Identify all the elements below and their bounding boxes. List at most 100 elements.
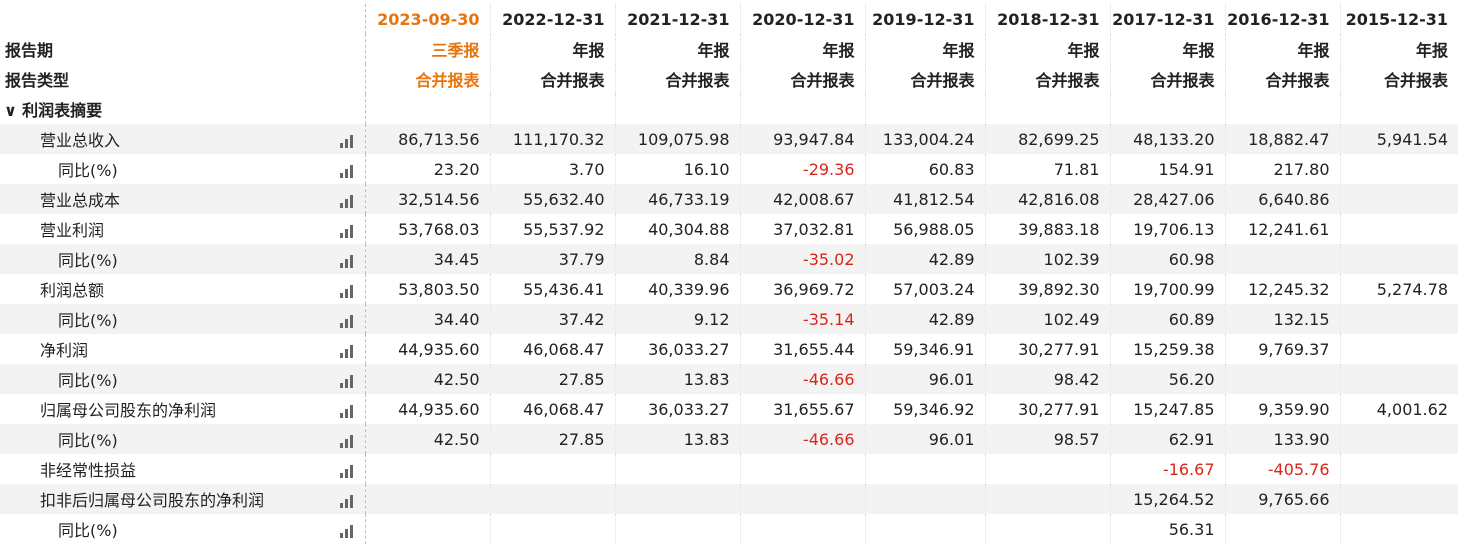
chart-button[interactable] xyxy=(339,523,355,542)
value-cell: 102.49 xyxy=(984,304,1110,334)
value-cell: 44,935.60 xyxy=(364,334,490,364)
data-row: 营业总收入 86,713.56 111,170.32 109,075.98 93,947… xyxy=(0,124,1458,154)
chart-icon[interactable] xyxy=(339,135,355,148)
table-body: ∨ 利润表摘要 营业总收入 86,713.56 111,170.32 109,075.… xyxy=(0,94,1458,544)
value-cell: -29.36 xyxy=(739,154,865,184)
empty-cell xyxy=(364,514,490,544)
value-cell: -35.14 xyxy=(739,304,865,334)
value-cell: 9,769.37 xyxy=(1224,334,1340,364)
value-cell: 56,988.05 xyxy=(864,214,985,244)
value-cell: 48,133.20 xyxy=(1109,124,1225,154)
chart-button[interactable] xyxy=(339,133,355,152)
data-row: 同比(%) 42.50 27.85 13.83 -46.66 96.01 98.42 56.2… xyxy=(0,364,1458,394)
column-header: 合并报表 xyxy=(614,64,740,94)
chart-icon[interactable] xyxy=(339,285,355,298)
column-header: 2017-12-31 xyxy=(1109,4,1225,34)
empty-cell xyxy=(489,454,615,484)
value-cell: 27.85 xyxy=(489,364,615,394)
data-row: 非经常性损益 -16.67 -405.76 xyxy=(0,454,1458,484)
chart-icon[interactable] xyxy=(339,435,355,448)
empty-cell xyxy=(1224,514,1340,544)
row-label-cell: 同比(%) xyxy=(0,154,366,184)
empty-cell xyxy=(1339,94,1458,124)
column-header: 合并报表 xyxy=(1339,64,1458,94)
data-row: 同比(%) 34.40 37.42 9.12 -35.14 42.89 102.49 60.8… xyxy=(0,304,1458,334)
row-label: 扣非后归属母公司股东的净利润 xyxy=(40,491,265,510)
chart-icon[interactable] xyxy=(339,465,355,478)
data-row: 营业总成本 32,514.56 55,632.40 46,733.19 42,008.6… xyxy=(0,184,1458,214)
chart-icon[interactable] xyxy=(339,225,355,238)
column-header: 年报 xyxy=(739,34,865,64)
empty-cell xyxy=(1224,364,1340,394)
empty-cell xyxy=(614,514,740,544)
chart-button[interactable] xyxy=(339,493,355,512)
chart-button[interactable] xyxy=(339,313,355,332)
value-cell: 57,003.24 xyxy=(864,274,985,304)
chart-icon[interactable] xyxy=(339,495,355,508)
value-cell: 28,427.06 xyxy=(1109,184,1225,214)
chart-button[interactable] xyxy=(339,253,355,272)
row-label: 营业利润 xyxy=(40,221,105,240)
chart-button[interactable] xyxy=(339,463,355,482)
chart-icon[interactable] xyxy=(339,375,355,388)
empty-cell xyxy=(1339,514,1458,544)
chart-icon[interactable] xyxy=(339,345,355,358)
empty-cell xyxy=(984,484,1110,514)
data-row: 营业利润 53,768.03 55,537.92 40,304.88 37,032.81… xyxy=(0,214,1458,244)
chart-button[interactable] xyxy=(339,193,355,212)
value-cell: -405.76 xyxy=(1224,454,1340,484)
empty-cell xyxy=(1339,454,1458,484)
chart-icon[interactable] xyxy=(339,255,355,268)
empty-cell xyxy=(739,484,865,514)
chevron[interactable]: ∨ xyxy=(4,101,17,120)
value-cell: 8.84 xyxy=(614,244,740,274)
chart-button[interactable] xyxy=(339,403,355,422)
chart-icon[interactable] xyxy=(339,195,355,208)
data-row: 同比(%) 56.31 xyxy=(0,514,1458,544)
chart-button[interactable] xyxy=(339,343,355,362)
value-cell: 60.98 xyxy=(1109,244,1225,274)
value-cell: 40,304.88 xyxy=(614,214,740,244)
row-label: 利润总额 xyxy=(40,281,105,300)
column-header: 合并报表 xyxy=(1109,64,1225,94)
value-cell: 13.83 xyxy=(614,424,740,454)
chart-icon[interactable] xyxy=(339,165,355,178)
row-label: 同比(%) xyxy=(58,431,118,450)
value-cell: 19,706.13 xyxy=(1109,214,1225,244)
data-row: 利润总额 53,803.50 55,436.41 40,339.96 36,969.72… xyxy=(0,274,1458,304)
chart-button[interactable] xyxy=(339,223,355,242)
value-cell: 9,765.66 xyxy=(1224,484,1340,514)
chart-icon[interactable] xyxy=(339,315,355,328)
empty-cell xyxy=(1339,484,1458,514)
section-title: 利润表摘要 xyxy=(22,101,103,120)
chart-button[interactable] xyxy=(339,373,355,392)
table-header: 2023-09-30 2022-12-31 2021-12-31 2020-12-31… xyxy=(0,4,1458,94)
chart-button[interactable] xyxy=(339,283,355,302)
chart-button[interactable] xyxy=(339,433,355,452)
empty-cell xyxy=(1339,334,1458,364)
empty-cell xyxy=(739,454,865,484)
value-cell: 30,277.91 xyxy=(984,394,1110,424)
row-label: 营业总成本 xyxy=(40,191,121,210)
value-cell: 217.80 xyxy=(1224,154,1340,184)
value-cell: 37,032.81 xyxy=(739,214,865,244)
value-cell: -46.66 xyxy=(739,424,865,454)
value-cell: 37.79 xyxy=(489,244,615,274)
column-header: 2018-12-31 xyxy=(984,4,1110,34)
data-row: 同比(%) 42.50 27.85 13.83 -46.66 96.01 98.57 62.9… xyxy=(0,424,1458,454)
chart-icon[interactable] xyxy=(339,525,355,538)
value-cell: -35.02 xyxy=(739,244,865,274)
chart-icon[interactable] xyxy=(339,405,355,418)
column-header: 2021-12-31 xyxy=(614,4,740,34)
value-cell: 55,632.40 xyxy=(489,184,615,214)
row-label-cell: 营业总成本 xyxy=(0,184,366,214)
row-label: 同比(%) xyxy=(58,251,118,270)
value-cell: 13.83 xyxy=(614,364,740,394)
row-label-cell: 同比(%) xyxy=(0,304,366,334)
header-row: 报告类型 合并报表 合并报表 合并报表 合并报表 合并报表 合并报表 合并报表 合并报表 合并报表 xyxy=(0,64,1458,94)
column-header: 合并报表 xyxy=(1224,64,1340,94)
chart-button[interactable] xyxy=(339,163,355,182)
empty-cell xyxy=(739,94,865,124)
column-header: 2019-12-31 xyxy=(864,4,985,34)
value-cell: 98.42 xyxy=(984,364,1110,394)
